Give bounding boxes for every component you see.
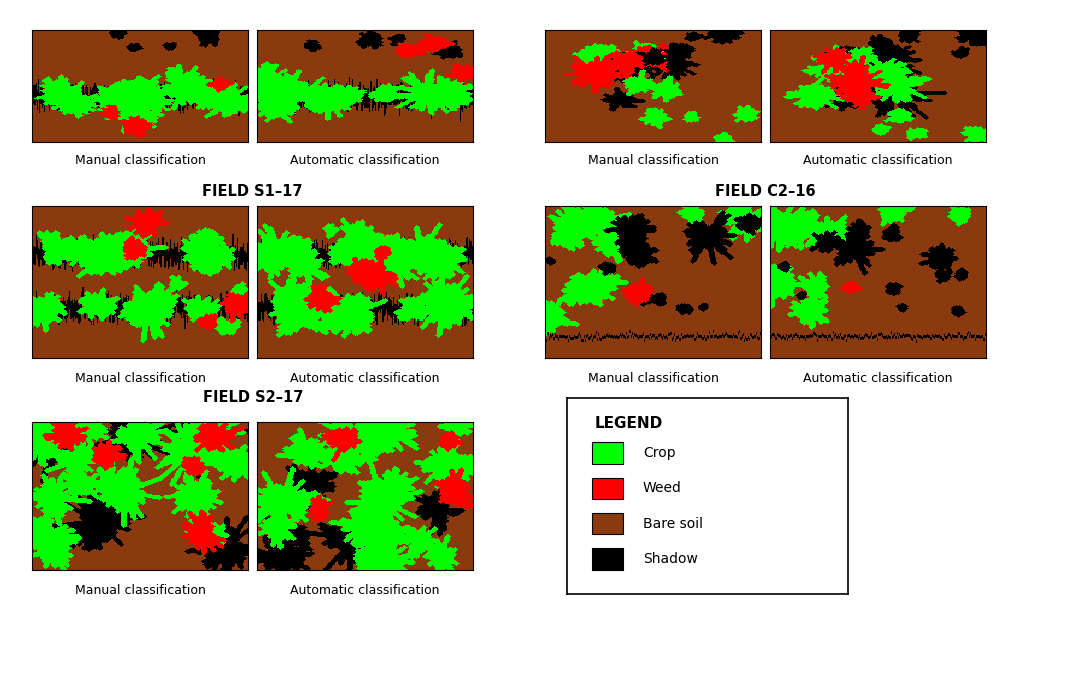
Text: Manual classification: Manual classification — [588, 371, 719, 385]
Text: Bare soil: Bare soil — [643, 516, 703, 531]
Text: Automatic classification: Automatic classification — [804, 371, 953, 385]
Text: Weed: Weed — [643, 481, 681, 495]
Bar — [592, 513, 623, 535]
Text: Crop: Crop — [643, 446, 675, 460]
Text: Manual classification: Manual classification — [75, 371, 206, 385]
Text: Automatic classification: Automatic classification — [291, 371, 440, 385]
Text: FIELD S1–17: FIELD S1–17 — [202, 184, 303, 199]
Text: Manual classification: Manual classification — [75, 154, 206, 167]
Bar — [592, 477, 623, 499]
Bar — [592, 548, 623, 570]
Text: Manual classification: Manual classification — [75, 584, 206, 597]
Text: LEGEND: LEGEND — [595, 416, 663, 431]
Text: FIELD S2–17: FIELD S2–17 — [203, 390, 302, 405]
Text: Automatic classification: Automatic classification — [804, 154, 953, 167]
Text: Manual classification: Manual classification — [588, 154, 719, 167]
Text: Automatic classification: Automatic classification — [291, 584, 440, 597]
Text: FIELD C2–16: FIELD C2–16 — [715, 184, 816, 199]
Text: Automatic classification: Automatic classification — [291, 154, 440, 167]
Text: Shadow: Shadow — [643, 551, 698, 566]
Bar — [592, 442, 623, 464]
